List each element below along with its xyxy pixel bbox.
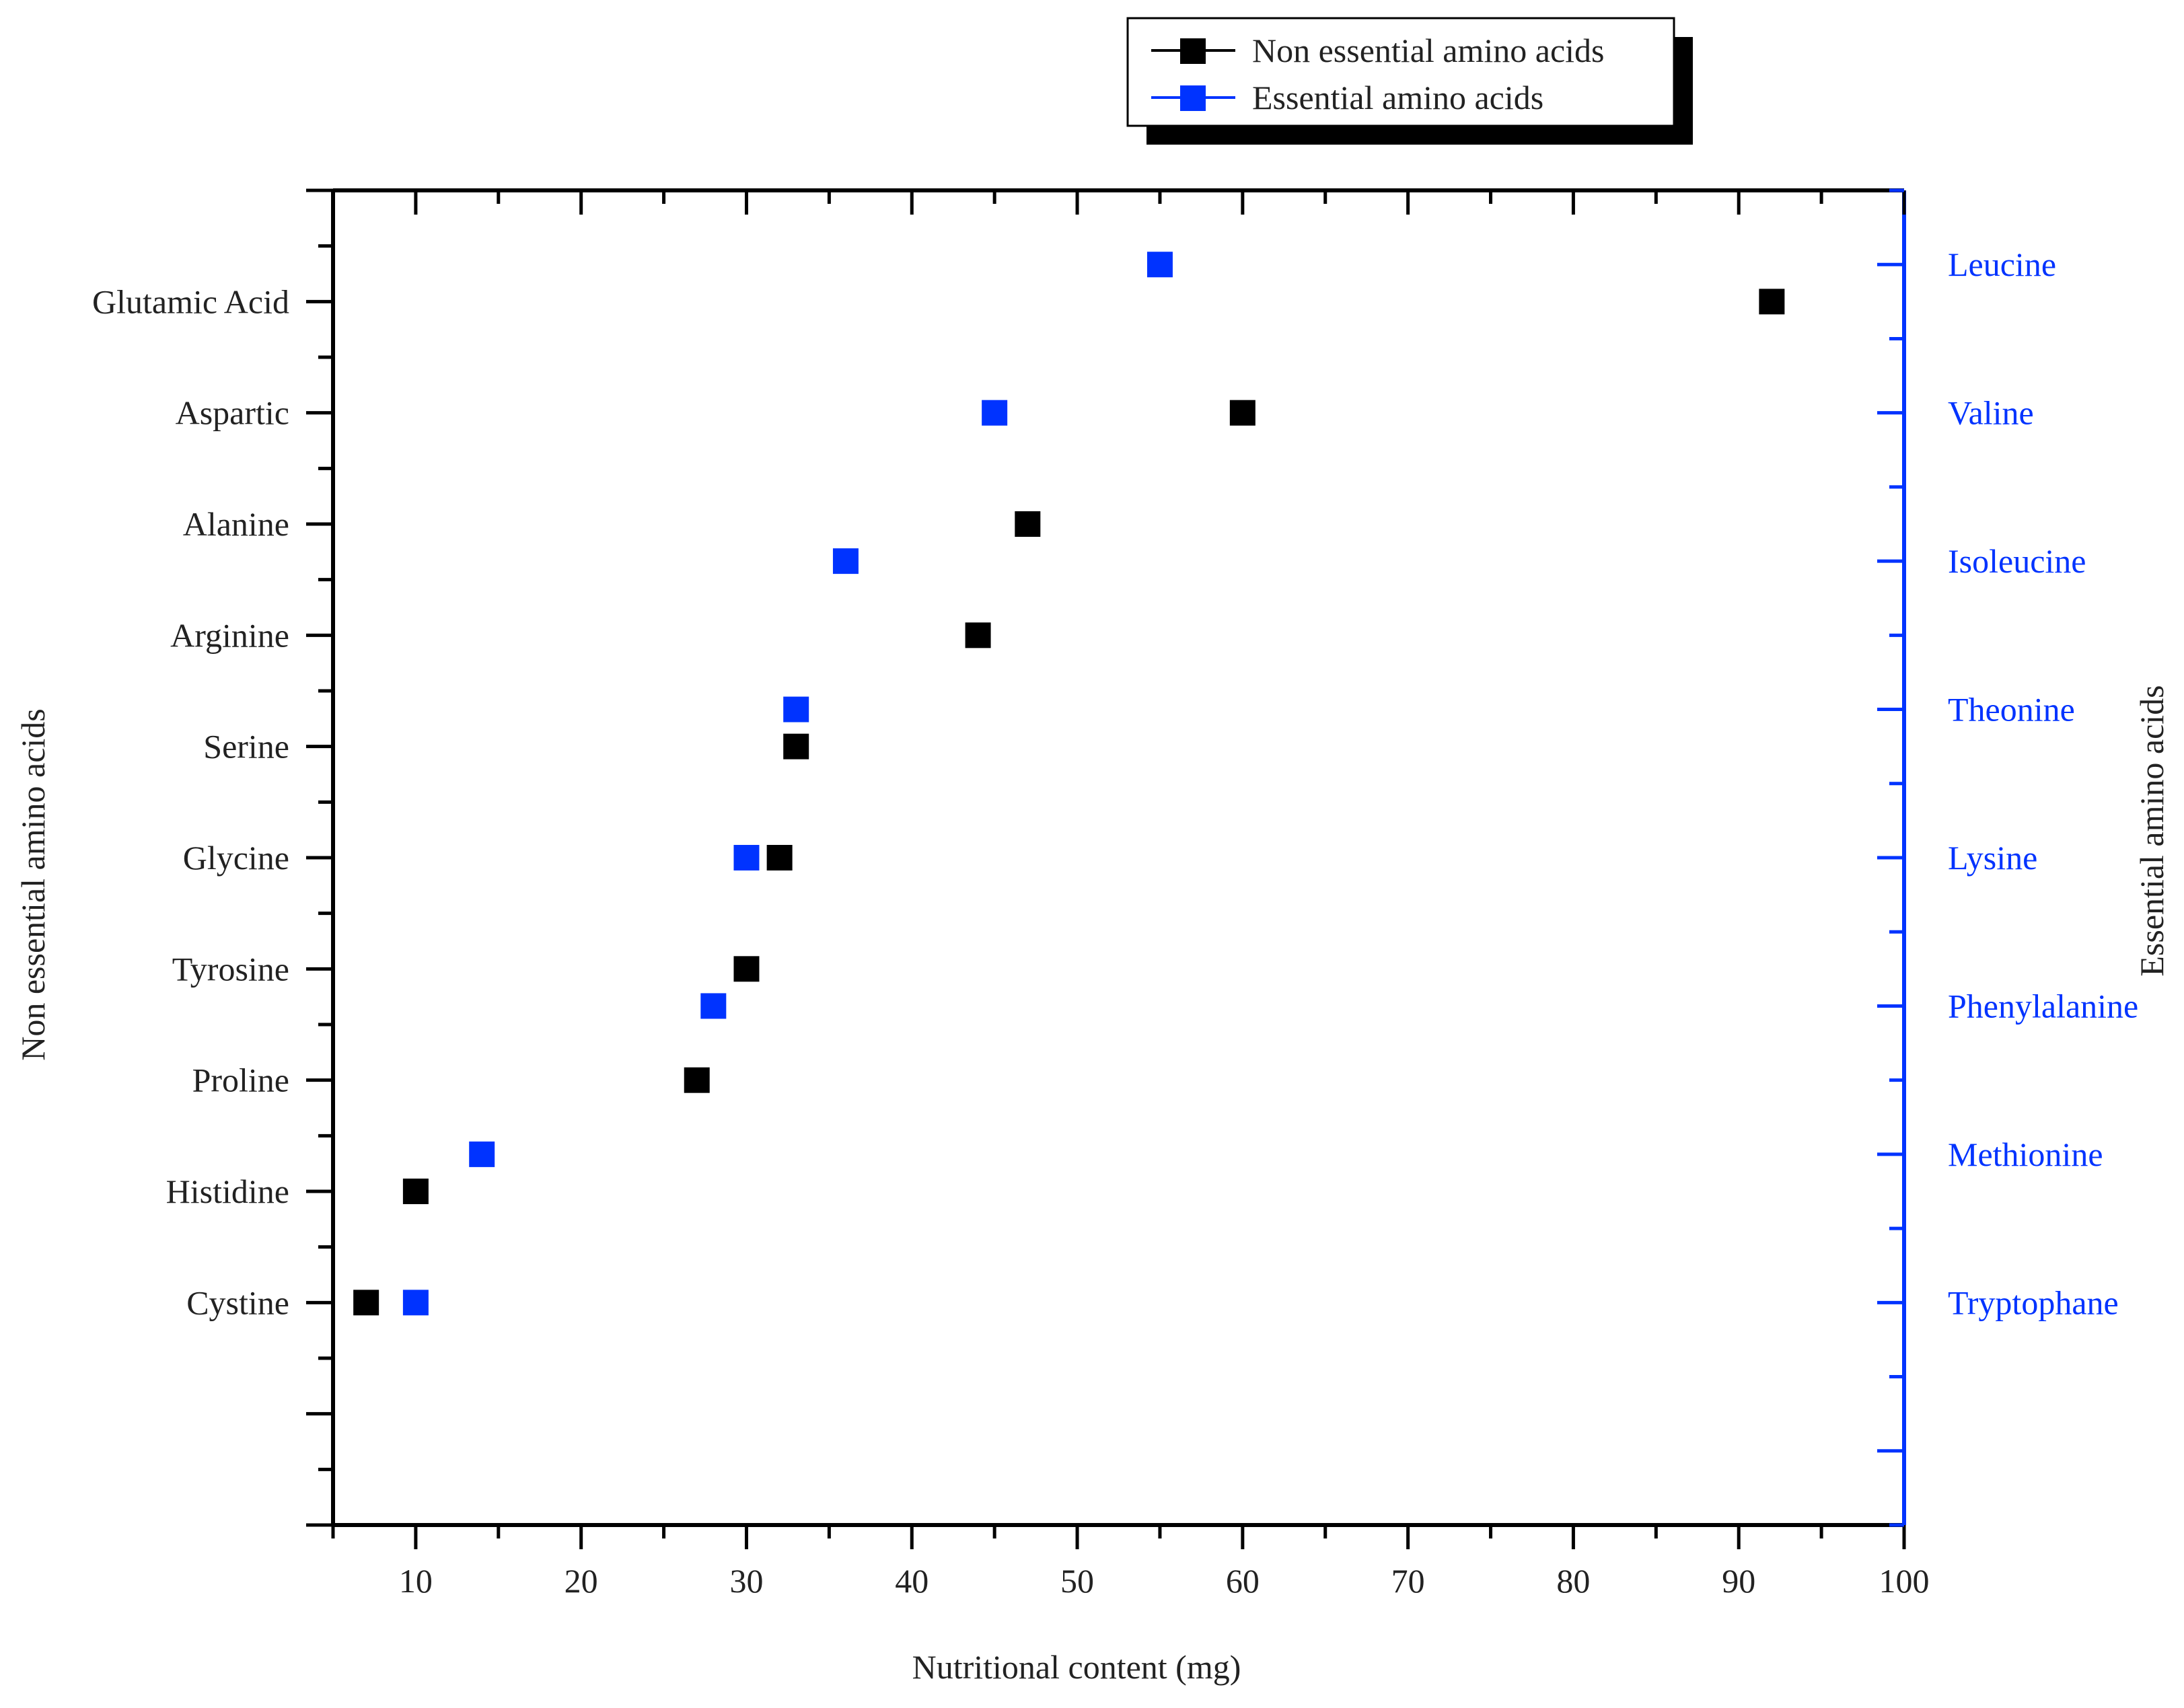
essential-point (733, 845, 760, 870)
essential-point (700, 993, 727, 1019)
essential-point (469, 1141, 495, 1167)
right-category-label: Phenylalanine (1948, 987, 2138, 1025)
essential-point (783, 696, 809, 722)
plot-frame (331, 188, 1906, 1527)
non-essential-point (684, 1067, 710, 1093)
right-y-axis: Leucine Valine Isoleucine Theonine Lysine Phe… (1877, 188, 2138, 1527)
essential-point (1146, 252, 1173, 278)
non-essential-point (1229, 400, 1255, 426)
right-category-label: Lysine (1948, 839, 2037, 877)
left-category-label: Arginine (170, 616, 289, 654)
data-points (353, 252, 1785, 1316)
non-essential-point (766, 845, 793, 870)
legend-marker (1180, 85, 1206, 111)
left-category-label: Histidine (166, 1173, 289, 1210)
left-category-label: Cystine (186, 1284, 289, 1321)
left-y-axis-title: Non essential amino acids (14, 708, 52, 1061)
left-category-label: Glutamic Acid (92, 283, 289, 320)
left-category-label: Serine (203, 728, 289, 766)
essential-point (982, 400, 1008, 426)
non-essential-point (1015, 511, 1041, 537)
left-category-label: Aspartic (176, 394, 289, 432)
non-essential-point (733, 956, 760, 982)
legend: Non essential amino acids Essential amino… (1126, 17, 1693, 145)
right-category-label: Tryptophane (1948, 1284, 2119, 1321)
x-tick-label: 50 (1060, 1562, 1094, 1600)
x-tick-label: 90 (1722, 1562, 1755, 1600)
left-category-label: Proline (192, 1062, 289, 1099)
x-tick-label: 30 (729, 1562, 763, 1600)
right-category-label: Theonine (1948, 691, 2075, 729)
non-essential-point (353, 1290, 379, 1316)
right-category-label: Valine (1948, 394, 2034, 432)
non-essential-point (783, 733, 809, 759)
legend-box (1126, 17, 1675, 127)
right-category-label: Isoleucine (1948, 542, 2086, 580)
right-y-axis-title: Essential amino acids (2133, 685, 2171, 976)
x-tick-label: 20 (565, 1562, 598, 1600)
x-tick-label: 10 (399, 1562, 433, 1600)
x-axis: 10 20 30 40 50 60 70 80 90 100 (331, 190, 1930, 1600)
x-tick-label: 80 (1556, 1562, 1590, 1600)
essential-point (402, 1290, 429, 1316)
x-axis-title: Nutritional content (mg) (912, 1648, 1241, 1686)
x-tick-label: 100 (1879, 1562, 1930, 1600)
left-category-label: Alanine (183, 505, 289, 543)
legend-label: Non essential amino acids (1252, 32, 1605, 69)
right-category-label: Methionine (1948, 1136, 2103, 1173)
x-tick-label: 40 (895, 1562, 929, 1600)
legend-label: Essential amino acids (1252, 79, 1543, 116)
essential-point (832, 548, 859, 574)
legend-marker (1180, 38, 1206, 64)
non-essential-point (1759, 289, 1785, 315)
non-essential-point (402, 1179, 429, 1204)
x-tick-label: 70 (1391, 1562, 1425, 1600)
left-category-label: Tyrosine (172, 950, 289, 988)
x-tick-label: 60 (1226, 1562, 1260, 1600)
non-essential-point (965, 622, 991, 648)
right-category-label: Leucine (1948, 246, 2056, 283)
left-category-label: Glycine (183, 839, 289, 877)
left-y-axis: Glutamic Acid Aspartic Alanine Arginine Seri… (92, 188, 333, 1527)
